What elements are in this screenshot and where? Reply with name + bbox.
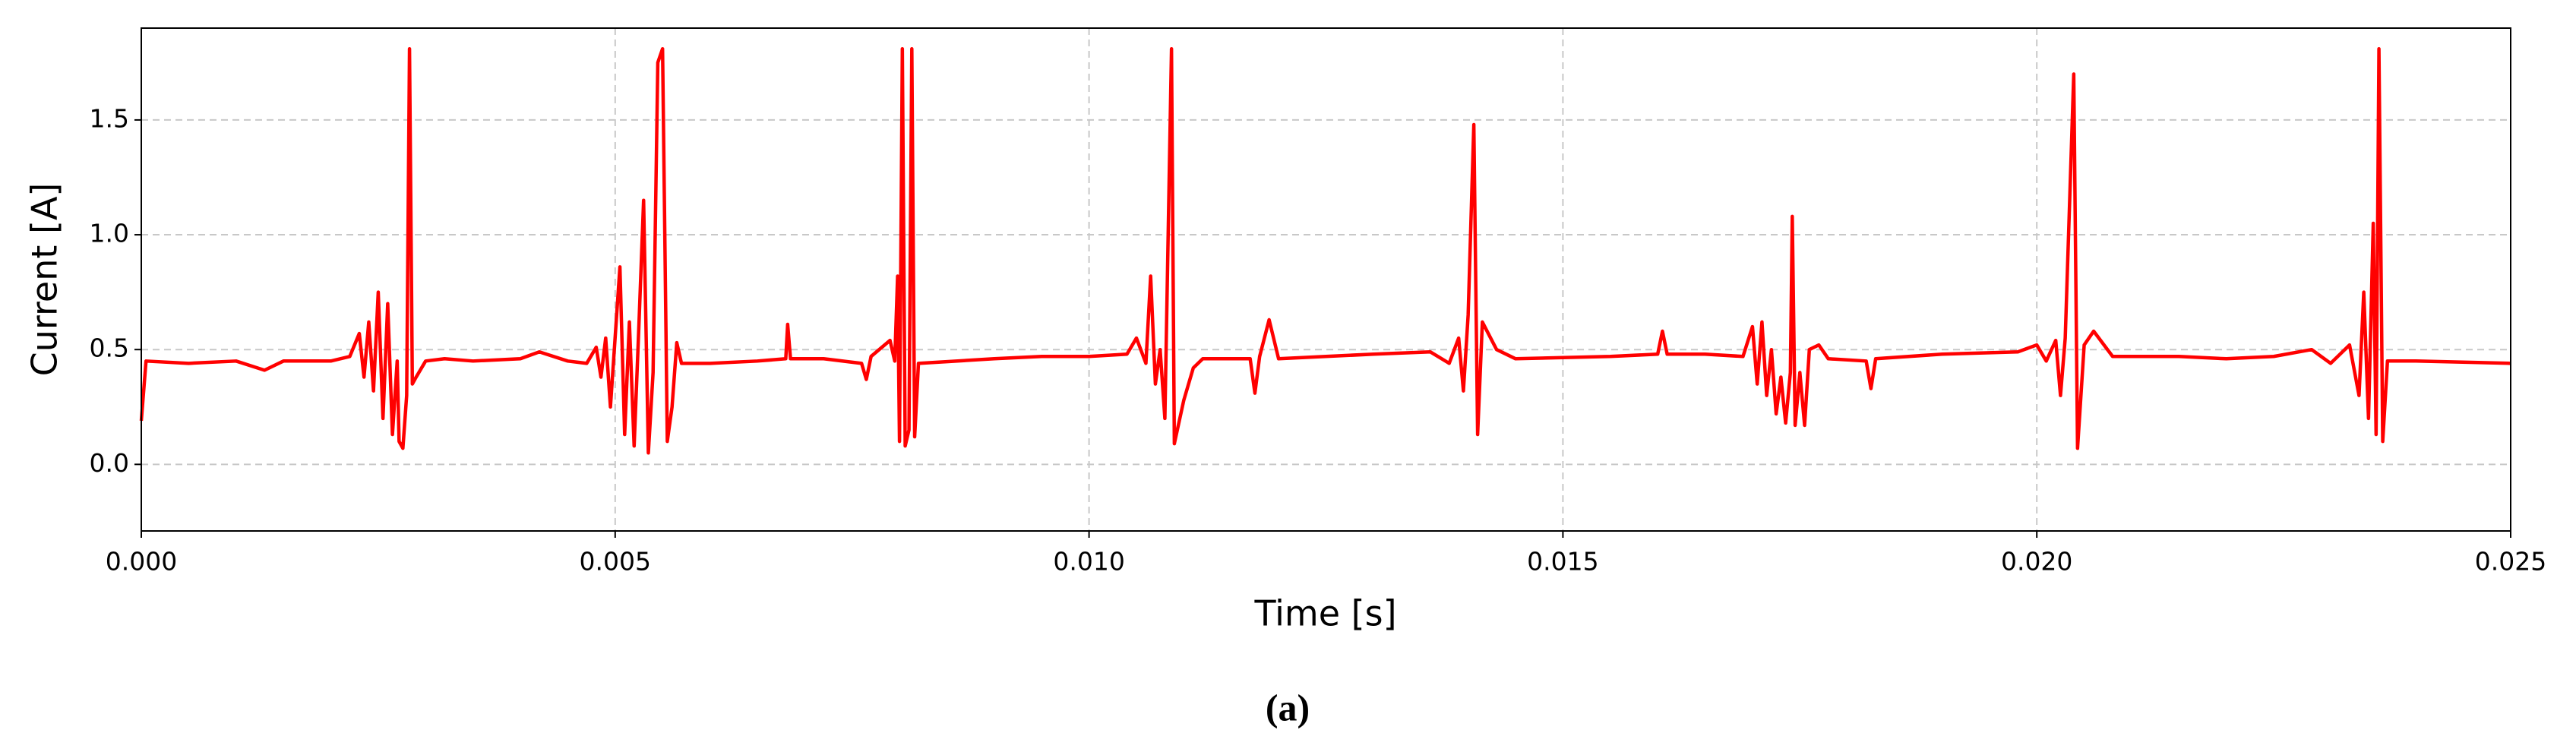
y-tick-label: 1.5 <box>90 103 129 133</box>
x-tick-label: 0.020 <box>2001 547 2072 577</box>
x-tick-label: 0.025 <box>2475 547 2546 577</box>
y-tick-label: 1.0 <box>90 219 129 248</box>
x-tick-label: 0.005 <box>580 547 651 577</box>
y-tick-label: 0.0 <box>90 448 129 478</box>
y-tick-label: 0.5 <box>90 333 129 363</box>
data-line <box>139 46 2511 455</box>
x-tick-label: 0.000 <box>106 547 177 577</box>
x-axis-label: Time [s] <box>1253 593 1396 634</box>
x-tick-label: 0.015 <box>1527 547 1598 577</box>
y-axis-label: Current [A] <box>24 183 65 377</box>
plot-frame <box>141 27 2511 532</box>
x-tick-label: 0.010 <box>1053 547 1124 577</box>
caption: (a) <box>1266 686 1310 728</box>
